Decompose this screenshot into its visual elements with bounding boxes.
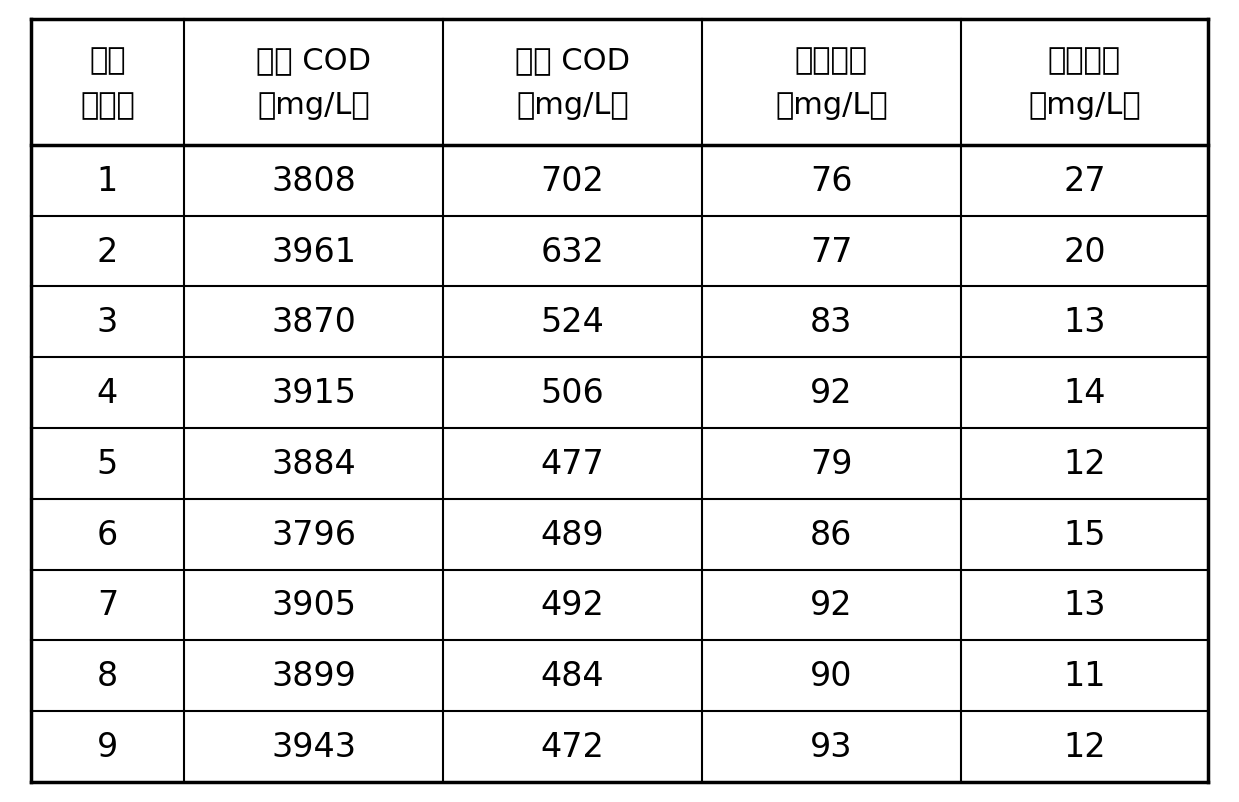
Text: 3943: 3943 xyxy=(271,730,356,763)
Text: 492: 492 xyxy=(540,589,605,622)
Text: 时间: 时间 xyxy=(89,46,125,75)
Text: 702: 702 xyxy=(540,164,605,197)
Text: 出水 COD: 出水 COD xyxy=(515,46,629,75)
Text: 92: 92 xyxy=(810,589,852,622)
Text: 7: 7 xyxy=(97,589,118,622)
Text: 77: 77 xyxy=(810,235,852,269)
Text: 90: 90 xyxy=(810,659,852,692)
Text: 进水氨氮: 进水氨氮 xyxy=(795,46,867,75)
Text: 2: 2 xyxy=(97,235,118,269)
Text: 3884: 3884 xyxy=(271,448,356,480)
Text: 484: 484 xyxy=(540,659,605,692)
Text: （mg/L）: （mg/L） xyxy=(776,91,887,119)
Text: 11: 11 xyxy=(1063,659,1105,692)
Text: 6: 6 xyxy=(97,518,118,551)
Text: 92: 92 xyxy=(810,377,852,410)
Text: 出水氨氮: 出水氨氮 xyxy=(1048,46,1121,75)
Text: 76: 76 xyxy=(810,164,852,197)
Text: 3870: 3870 xyxy=(271,306,356,339)
Text: 632: 632 xyxy=(540,235,605,269)
Text: 4: 4 xyxy=(97,377,118,410)
Text: 13: 13 xyxy=(1063,306,1105,339)
Text: 12: 12 xyxy=(1063,448,1105,480)
Text: 3808: 3808 xyxy=(271,164,356,197)
Text: 3915: 3915 xyxy=(271,377,356,410)
Text: 3: 3 xyxy=(97,306,118,339)
Text: 15: 15 xyxy=(1063,518,1105,551)
Text: 93: 93 xyxy=(810,730,852,763)
Text: 13: 13 xyxy=(1063,589,1105,622)
Text: 79: 79 xyxy=(810,448,852,480)
Text: 83: 83 xyxy=(810,306,852,339)
Text: 27: 27 xyxy=(1063,164,1105,197)
Text: 86: 86 xyxy=(810,518,852,551)
Text: 3905: 3905 xyxy=(271,589,356,622)
Text: 472: 472 xyxy=(540,730,605,763)
Text: 20: 20 xyxy=(1063,235,1105,269)
Text: （mg/L）: （mg/L） xyxy=(517,91,628,119)
Text: 3796: 3796 xyxy=(271,518,356,551)
Text: （mg/L）: （mg/L） xyxy=(1028,91,1141,119)
Text: 进水 COD: 进水 COD xyxy=(256,46,370,75)
Text: 8: 8 xyxy=(97,659,118,692)
Text: 506: 506 xyxy=(540,377,605,410)
Text: 5: 5 xyxy=(97,448,118,480)
Text: 477: 477 xyxy=(540,448,605,480)
Text: 1: 1 xyxy=(97,164,118,197)
Text: 14: 14 xyxy=(1063,377,1105,410)
Text: 3899: 3899 xyxy=(271,659,356,692)
Text: 489: 489 xyxy=(540,518,605,551)
Text: 3961: 3961 xyxy=(271,235,356,269)
Text: 524: 524 xyxy=(540,306,605,339)
Text: （mg/L）: （mg/L） xyxy=(258,91,369,119)
Text: （天）: （天） xyxy=(81,91,135,119)
Text: 12: 12 xyxy=(1063,730,1105,763)
Text: 9: 9 xyxy=(97,730,118,763)
